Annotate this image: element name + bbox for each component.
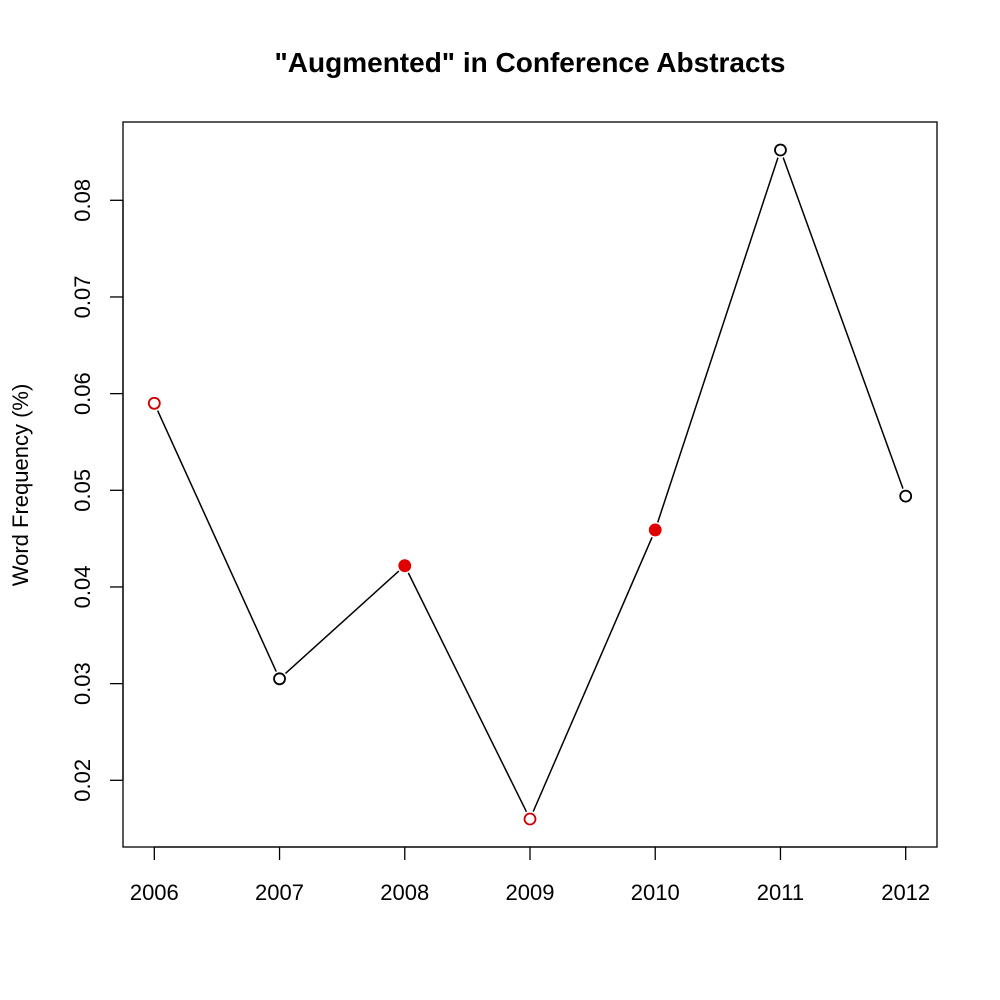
x-tick-label: 2010 — [631, 880, 680, 905]
series-line-segment — [532, 536, 653, 812]
series-line-segment — [407, 572, 528, 813]
y-tick-label: 0.05 — [70, 469, 95, 512]
series-line-segment — [657, 157, 779, 523]
x-tick-label: 2011 — [757, 880, 804, 905]
y-tick-label: 0.04 — [70, 566, 95, 609]
y-tick-label: 0.08 — [70, 179, 95, 222]
x-tick-label: 2012 — [881, 880, 930, 905]
data-point-filled — [398, 559, 412, 573]
y-tick-label: 0.02 — [70, 759, 95, 802]
series-line-segment — [156, 410, 277, 672]
series-lines — [156, 157, 904, 813]
x-tick-label: 2007 — [255, 880, 304, 905]
series-line-segment — [782, 157, 904, 489]
data-point-open — [774, 143, 787, 157]
x-ticks: 2006 2007 2008 2009 2010 2011 2012 — [130, 847, 930, 905]
plot-frame — [122, 121, 938, 848]
data-point-open — [523, 812, 537, 826]
y-tick-label: 0.03 — [70, 662, 95, 705]
data-point-filled — [648, 523, 662, 537]
x-tick-label: 2008 — [380, 880, 429, 905]
plot-area — [122, 121, 938, 848]
data-point-open — [273, 672, 286, 686]
series-points — [147, 143, 913, 826]
chart-title: "Augmented" in Conference Abstracts — [275, 47, 786, 78]
y-axis-title: Word Frequency (%) — [8, 384, 33, 587]
x-tick-label: 2006 — [130, 880, 179, 905]
y-tick-label: 0.07 — [70, 276, 95, 319]
data-point-open — [147, 396, 161, 410]
x-axis: 2006 2007 2008 2009 2010 2011 2012 — [130, 846, 930, 905]
data-point-open — [899, 489, 913, 503]
x-tick-label: 2009 — [506, 880, 555, 905]
y-tick-label: 0.06 — [70, 372, 95, 415]
series-line-segment — [284, 570, 400, 674]
y-axis: 0.02 0.03 0.04 0.05 0.06 0.07 0.08 — [70, 179, 124, 802]
y-ticks: 0.02 0.03 0.04 0.05 0.06 0.07 0.08 — [70, 179, 123, 802]
